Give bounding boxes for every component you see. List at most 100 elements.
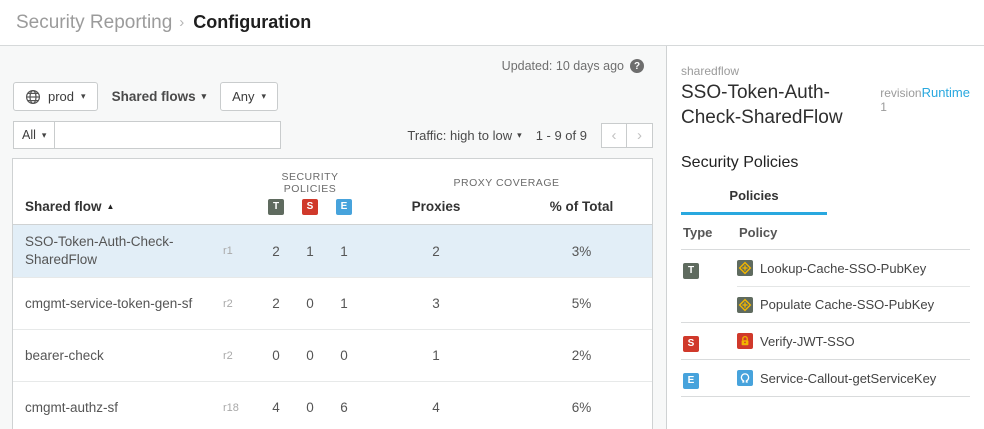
cache-icon bbox=[737, 260, 753, 276]
table-row[interactable]: SSO-Token-Auth-Check-SharedFlow r1 2 1 1… bbox=[13, 225, 652, 278]
breadcrumb-parent-link[interactable]: Security Reporting bbox=[16, 11, 173, 33]
pct-of-total: 3% bbox=[571, 243, 592, 259]
lock-icon bbox=[737, 333, 753, 349]
asset-type-dropdown[interactable]: Shared flows ▾ bbox=[112, 89, 207, 104]
proxy-coverage-group-header: PROXY COVERAGE bbox=[453, 177, 560, 189]
table-row[interactable]: bearer-check r2 0 0 0 1 2% bbox=[13, 330, 652, 382]
help-icon[interactable]: ? bbox=[630, 59, 644, 73]
search-scope-dropdown[interactable]: All ▾ bbox=[13, 121, 55, 149]
asset-kind-label: sharedflow bbox=[681, 64, 740, 78]
security-policies-group-header: SECURITY POLICIES bbox=[281, 171, 339, 195]
security-count: 0 bbox=[306, 400, 314, 415]
next-page-button[interactable]: › bbox=[627, 122, 653, 148]
revision-value: 1 bbox=[880, 100, 887, 114]
revision-tag: r2 bbox=[223, 349, 233, 362]
extension-count: 1 bbox=[340, 243, 348, 259]
shared-flow-column-label: Shared flow bbox=[25, 199, 102, 214]
content-area: Updated: 10 days ago ? prod ▾ bbox=[0, 46, 984, 429]
type-cell: T bbox=[681, 250, 737, 322]
extension-badge-icon: E bbox=[683, 372, 699, 389]
environment-dropdown-label: prod bbox=[48, 89, 75, 104]
policy-table-header: Type Policy bbox=[681, 215, 970, 250]
proxies-count: 3 bbox=[432, 296, 440, 311]
traffic-column-header[interactable]: T bbox=[259, 198, 293, 215]
security-count: 1 bbox=[306, 243, 314, 259]
extension-count: 6 bbox=[340, 400, 348, 415]
environment-dropdown[interactable]: prod ▾ bbox=[13, 82, 98, 111]
table-row[interactable]: cmgmt-authz-sf r18 4 0 6 4 6% bbox=[13, 382, 652, 429]
traffic-sort-dropdown[interactable]: Traffic: high to low ▾ bbox=[407, 128, 521, 143]
breadcrumb-separator-icon: › bbox=[179, 14, 185, 31]
filter-row: prod ▾ Shared flows ▾ Any ▾ bbox=[13, 82, 666, 111]
extension-count: 0 bbox=[340, 348, 348, 363]
runtime-link[interactable]: Runtime bbox=[921, 85, 970, 100]
shared-flow-name: bearer-check bbox=[25, 347, 104, 363]
traffic-badge-icon: T bbox=[268, 198, 284, 215]
table-group-header-row: SECURITY POLICIES PROXY COVERAGE bbox=[13, 159, 652, 195]
pct-of-total: 5% bbox=[571, 296, 592, 311]
updated-timestamp: Updated: 10 days ago bbox=[501, 59, 624, 73]
chevron-down-icon: ▾ bbox=[81, 91, 86, 101]
proxies-count: 2 bbox=[432, 243, 440, 259]
chevron-down-icon: ▾ bbox=[41, 129, 47, 140]
policy-name: Service-Callout-getServiceKey bbox=[760, 370, 937, 386]
search-input[interactable] bbox=[54, 121, 281, 149]
policy-name: Lookup-Cache-SSO-PubKey bbox=[760, 260, 927, 276]
traffic-count: 2 bbox=[272, 296, 280, 311]
callout-icon bbox=[737, 370, 753, 386]
traffic-count: 0 bbox=[272, 348, 280, 363]
chevron-down-icon: ▾ bbox=[201, 91, 207, 101]
traffic-count: 2 bbox=[272, 243, 280, 259]
policy-row: Populate Cache-SSO-PubKey bbox=[737, 286, 970, 322]
revision-tag: r1 bbox=[223, 245, 233, 257]
previous-page-button[interactable]: ‹ bbox=[601, 122, 627, 148]
security-badge-icon: S bbox=[302, 198, 318, 215]
asset-type-dropdown-label: Shared flows bbox=[111, 89, 196, 104]
shared-flows-table: SECURITY POLICIES PROXY COVERAGE Shared … bbox=[12, 158, 653, 429]
revision-label: revision bbox=[880, 86, 922, 100]
policy-name: Populate Cache-SSO-PubKey bbox=[760, 297, 935, 312]
any-filter-dropdown-label: Any bbox=[232, 89, 255, 104]
globe-icon bbox=[25, 89, 41, 105]
breadcrumb: Security Reporting › Configuration bbox=[0, 0, 984, 46]
security-count: 0 bbox=[306, 296, 314, 311]
pct-of-total: 2% bbox=[571, 348, 592, 363]
chevron-down-icon: ▾ bbox=[517, 129, 522, 140]
search-row: All ▾ Traffic: high to low ▾ 1 - 9 of 9 … bbox=[13, 121, 653, 149]
cache-icon bbox=[737, 296, 753, 313]
type-cell: S bbox=[681, 323, 737, 359]
policy-row: Lookup-Cache-SSO-PubKey bbox=[737, 250, 970, 286]
search-combo: All ▾ bbox=[13, 121, 281, 149]
revision-block: revision Runtime 1 bbox=[880, 80, 970, 130]
main-panel: Updated: 10 days ago ? prod ▾ bbox=[0, 46, 666, 429]
proxies-count: 4 bbox=[432, 400, 440, 415]
chevron-down-icon: ▾ bbox=[261, 91, 267, 101]
sort-pagination-group: Traffic: high to low ▾ 1 - 9 of 9 ‹ › bbox=[407, 122, 653, 148]
proxies-count: 1 bbox=[432, 348, 440, 363]
extension-count: 1 bbox=[340, 296, 348, 311]
any-filter-dropdown[interactable]: Any ▾ bbox=[220, 82, 279, 111]
shared-flow-name: cmgmt-service-token-gen-sf bbox=[25, 295, 193, 311]
tab-policies[interactable]: Policies bbox=[681, 188, 827, 215]
shared-flow-name: cmgmt-authz-sf bbox=[25, 399, 119, 415]
search-scope-dropdown-label: All bbox=[22, 128, 36, 142]
proxies-column-header[interactable]: Proxies bbox=[411, 199, 461, 214]
shared-flow-column-header[interactable]: Shared flow ▲ bbox=[13, 199, 259, 214]
sort-ascending-icon: ▲ bbox=[106, 202, 115, 211]
pct-column-header[interactable]: % of Total bbox=[549, 199, 614, 214]
table-row[interactable]: cmgmt-service-token-gen-sf r2 2 0 1 3 5% bbox=[13, 278, 652, 330]
traffic-sort-label: Traffic: high to low bbox=[407, 127, 513, 143]
security-count: 0 bbox=[306, 348, 314, 363]
shared-flow-name: SSO-Token-Auth-Check-SharedFlow bbox=[25, 234, 174, 267]
pagination-range: 1 - 9 of 9 bbox=[535, 127, 587, 143]
extension-column-header[interactable]: E bbox=[327, 198, 361, 215]
security-badge-icon: S bbox=[683, 335, 699, 352]
security-policies-heading: Security Policies bbox=[681, 154, 799, 171]
security-column-header[interactable]: S bbox=[293, 198, 327, 215]
pct-of-total: 6% bbox=[571, 400, 592, 415]
policy-row: Verify-JWT-SSO bbox=[737, 323, 970, 359]
policy-group-extension: E Service-Callout-getServiceKey bbox=[681, 360, 970, 397]
extension-badge-icon: E bbox=[336, 198, 352, 215]
updated-row: Updated: 10 days ago ? bbox=[0, 46, 666, 74]
revision-tag: r2 bbox=[223, 297, 233, 310]
